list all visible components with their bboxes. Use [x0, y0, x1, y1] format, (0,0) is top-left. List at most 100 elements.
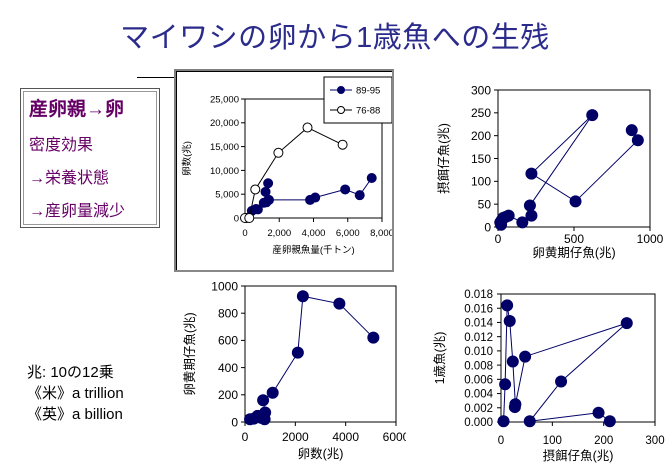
data-point [252, 204, 263, 215]
data-point [523, 415, 536, 428]
data-point [244, 213, 255, 223]
x-tick-label: 100 [543, 435, 562, 447]
y-tick-label: 300 [471, 83, 491, 97]
x-axis-label: 産卵親魚量(千トン) [272, 244, 354, 256]
legend-marker [337, 86, 345, 94]
data-point [525, 209, 538, 222]
data-point [499, 378, 512, 391]
chart-yolk-feeding: 0 50 100 150 200 250 300 0 500 1000 卵黄期仔魚(兆) 摂餌仔魚(兆… [436, 83, 664, 260]
y-axis-label: 卵数(兆) [181, 141, 193, 176]
x-tick-label: 1000 [637, 232, 664, 246]
data-point [250, 184, 261, 195]
chart-eggs-yolk: 0 200 400 600 800 1000 0 2000 4000 6000 卵数(兆) 卵黄期仔魚… [183, 279, 406, 461]
y-tick-label: 0.008 [464, 360, 493, 372]
x-tick-label: 2000 [282, 430, 309, 444]
y-tick-label: 20,000 [210, 118, 239, 129]
unit-note: 兆: 10の12乗 《米》a trillion 《英》a billion [27, 362, 124, 425]
data-point [291, 346, 304, 359]
legend-label: 76-88 [356, 106, 380, 117]
x-axis-label: 卵黄期仔魚(兆) [532, 246, 615, 260]
data-point [569, 195, 582, 208]
x-tick-label: 200 [594, 435, 613, 447]
data-point [333, 297, 346, 310]
summary-line: →産卵量減少 [29, 203, 126, 220]
y-tick-label: 25,000 [210, 94, 239, 105]
data-point [502, 209, 515, 222]
unit-note-line: 《米》a trillion [27, 385, 124, 402]
x-tick-label: 0 [495, 232, 502, 246]
x-tick-label: 300 [645, 435, 664, 447]
y-tick-label: 600 [218, 334, 238, 348]
x-tick-label: 500 [564, 232, 584, 246]
y-axis-label: 摂餌仔魚(兆) [436, 123, 451, 194]
data-point [366, 173, 377, 184]
x-tick-label: 4,000 [302, 228, 326, 239]
data-point [257, 394, 270, 407]
data-point [555, 375, 568, 388]
data-point [506, 355, 519, 368]
data-point [631, 134, 644, 147]
y-tick-label: 0.014 [464, 318, 493, 330]
data-point [625, 124, 638, 137]
data-point [259, 406, 272, 419]
data-point [592, 406, 605, 419]
legend-box [323, 76, 392, 124]
data-point [337, 139, 348, 150]
chart-spawners-eggs: 0 5,000 10,000 15,000 20,000 25,000 0 2,000 4,00… [181, 76, 392, 256]
y-tick-label: 100 [471, 175, 491, 189]
y-tick-label: 800 [218, 307, 238, 321]
y-tick-label: 0.006 [464, 374, 493, 386]
y-tick-label: 10,000 [210, 166, 239, 177]
x-axis-label: 卵数(兆) [298, 446, 344, 461]
x-tick-label: 0 [242, 228, 247, 239]
data-point [508, 401, 521, 414]
data-point [503, 315, 516, 328]
x-axis-label: 摂餌仔魚(兆) [543, 448, 614, 463]
data-point [354, 190, 365, 201]
y-tick-label: 15,000 [210, 142, 239, 153]
data-point [501, 299, 514, 312]
summary-box: 産卵親→卵 密度効果 →栄養状態 →産卵量減少 [20, 88, 160, 228]
page-title: マイワシの卵から1歳魚への生残 [120, 22, 550, 54]
y-tick-label: 0 [231, 415, 238, 429]
summary-heading: 産卵親→卵 [29, 99, 125, 120]
data-point [266, 386, 279, 399]
plot-area [244, 285, 397, 423]
data-point [340, 184, 351, 195]
data-point [302, 122, 313, 133]
y-tick-label: 0.016 [464, 303, 493, 315]
data-point [296, 290, 309, 303]
summary-line: 密度効果 [29, 137, 94, 154]
y-tick-label: 0 [234, 213, 239, 224]
x-tick-label: 8,000 [370, 228, 392, 239]
y-axis-label: 卵黄期仔魚(兆) [183, 312, 197, 395]
y-tick-label: 200 [471, 129, 491, 143]
x-tick-label: 6,000 [336, 228, 360, 239]
data-point [497, 415, 510, 428]
y-tick-label: 200 [218, 388, 238, 402]
y-tick-label: 250 [471, 106, 491, 120]
x-tick-label: 2,000 [267, 228, 291, 239]
chart-feeding-age1: 0.000 0.002 0.004 0.006 0.008 0.010 0.012 0.014… [433, 289, 665, 463]
legend-marker [337, 106, 345, 114]
y-tick-label: 1000 [211, 279, 238, 293]
y-tick-label: 50 [478, 197, 492, 211]
data-point [603, 415, 616, 428]
y-tick-label: 0 [484, 220, 491, 234]
legend-label: 89-95 [356, 86, 380, 97]
data-point [310, 192, 321, 203]
unit-note-line: 《英》a billion [27, 406, 123, 423]
x-tick-label: 6000 [383, 430, 406, 444]
y-tick-label: 0.012 [464, 332, 493, 344]
y-tick-label: 400 [218, 361, 238, 375]
data-point [263, 194, 274, 205]
data-point [263, 178, 274, 189]
y-tick-label: 0.002 [464, 403, 493, 415]
data-point [367, 331, 380, 344]
data-point [525, 167, 538, 180]
y-tick-label: 150 [471, 152, 491, 166]
data-point [519, 350, 532, 363]
data-point [523, 199, 536, 212]
y-tick-label: 0.018 [464, 289, 493, 301]
y-tick-label: 0.004 [464, 389, 493, 401]
